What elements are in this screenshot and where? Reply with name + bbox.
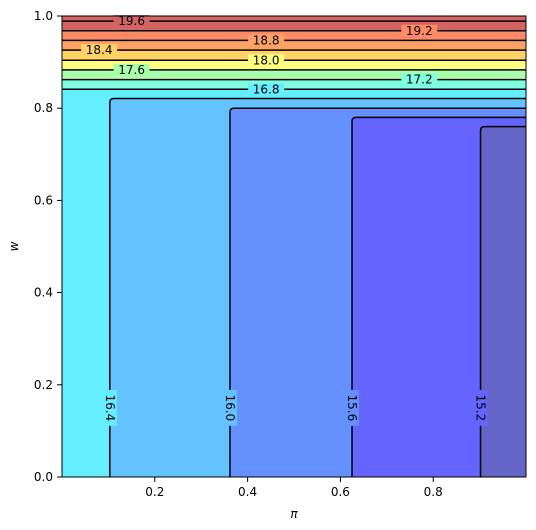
contour-label-19.6: 19.6 bbox=[113, 14, 150, 28]
y-tick-label: 0.0 bbox=[34, 470, 53, 484]
contour-label-16.4: 16.4 bbox=[102, 389, 117, 426]
fill-band-18.8 bbox=[62, 30, 526, 41]
contour-label-text: 18.8 bbox=[253, 33, 280, 47]
contour-label-text: 17.6 bbox=[118, 63, 145, 77]
x-axis-label: π bbox=[290, 507, 298, 521]
contour-line-16.0 bbox=[229, 107, 526, 477]
fill-band-19.2 bbox=[62, 21, 526, 31]
y-tick-label: 0.6 bbox=[34, 193, 53, 207]
contour-label-text: 18.4 bbox=[86, 43, 113, 57]
y-axis-ticks: 0.0 0.2 0.4 0.6 0.8 1.0 bbox=[34, 9, 62, 484]
contour-label-16.8: 16.8 bbox=[248, 82, 285, 96]
fill-band-17.2 bbox=[62, 69, 526, 80]
y-tick-label: 0.8 bbox=[34, 101, 53, 115]
contour-line-16.4 bbox=[109, 97, 526, 477]
y-tick-label: 1.0 bbox=[34, 9, 53, 23]
contour-label-text: 15.6 bbox=[345, 394, 359, 421]
contour-label-text: 19.6 bbox=[118, 14, 145, 28]
contour-fills bbox=[62, 16, 527, 478]
contour-line-15.2 bbox=[479, 125, 526, 477]
contour-label-text: 16.8 bbox=[253, 82, 280, 96]
contour-label-text: 19.2 bbox=[406, 24, 433, 38]
fill-band-19.6 bbox=[62, 16, 526, 22]
contour-label-text: 15.2 bbox=[474, 394, 488, 421]
contour-label-18.4: 18.4 bbox=[81, 43, 118, 57]
contour-label-15.2: 15.2 bbox=[473, 389, 488, 426]
x-tick-label: 0.4 bbox=[238, 485, 257, 499]
y-tick-label: 0.4 bbox=[34, 286, 53, 300]
contour-label-17.2: 17.2 bbox=[401, 73, 438, 87]
contour-label-19.2: 19.2 bbox=[401, 24, 438, 38]
contour-label-15.6: 15.6 bbox=[345, 389, 359, 426]
plot-frame bbox=[61, 15, 527, 478]
contour-labels: 16.4 16.0 15.6 15.2 16.8 17.2 17.6 18.0 18.4 18.8… bbox=[81, 14, 488, 426]
contour-label-text: 16.4 bbox=[103, 394, 117, 421]
x-axis-ticks: 0.2 0.4 0.6 0.8 bbox=[145, 477, 443, 499]
contour-lines bbox=[62, 20, 526, 477]
contour-label-18.0: 18.0 bbox=[248, 53, 285, 67]
y-tick-label: 0.2 bbox=[34, 378, 53, 392]
fill-band-18.0 bbox=[62, 50, 526, 61]
fill-band-16.8 bbox=[62, 79, 526, 90]
contour-label-18.8: 18.8 bbox=[248, 33, 285, 47]
fill-band-17.6 bbox=[62, 60, 526, 70]
contour-label-text: 17.2 bbox=[406, 73, 433, 87]
contour-line-15.6 bbox=[351, 116, 526, 477]
contour-label-16.0: 16.0 bbox=[222, 389, 237, 426]
x-tick-label: 0.8 bbox=[424, 485, 443, 499]
x-tick-label: 0.6 bbox=[331, 485, 350, 499]
contour-label-text: 16.0 bbox=[223, 394, 237, 421]
y-axis-label: w bbox=[7, 241, 21, 251]
fill-region-15.2 bbox=[480, 126, 526, 477]
fill-band-18.4 bbox=[62, 40, 526, 51]
contour-label-17.6: 17.6 bbox=[113, 63, 150, 77]
contour-label-text: 18.0 bbox=[253, 53, 280, 67]
x-tick-label: 0.2 bbox=[145, 485, 164, 499]
